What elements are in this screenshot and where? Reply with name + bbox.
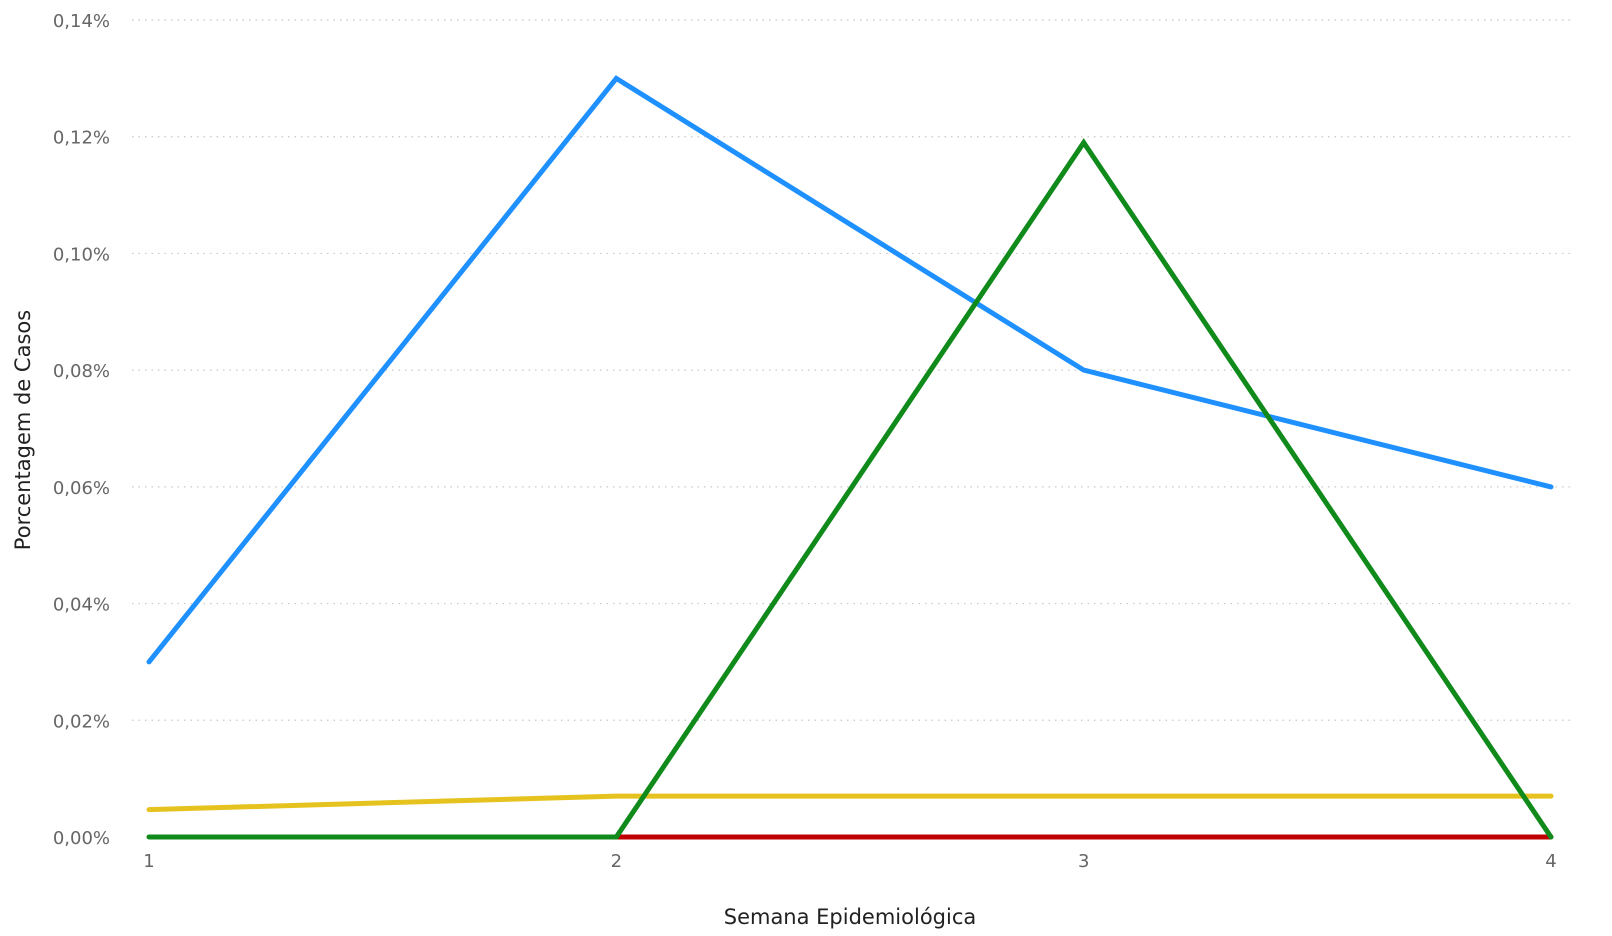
x-tick-label: 2 xyxy=(611,851,622,872)
y-tick-label: 0,08% xyxy=(53,361,110,382)
x-tick-label: 3 xyxy=(1078,851,1089,872)
y-tick-label: 0,06% xyxy=(53,478,110,499)
x-axis-title: Semana Epidemiológica xyxy=(724,905,977,929)
y-tick-label: 0,00% xyxy=(53,828,110,849)
y-tick-label: 0,04% xyxy=(53,595,110,616)
gridlines xyxy=(132,19,1570,721)
series-line-2 xyxy=(146,793,1554,813)
series-line-4 xyxy=(146,138,1554,840)
y-tick-label: 0,14% xyxy=(53,11,110,32)
y-tick-label: 0,10% xyxy=(53,244,110,265)
y-tick-label: 0,02% xyxy=(53,711,110,732)
x-tick-label: 1 xyxy=(143,851,154,872)
x-axis-tick-labels: 1 2 3 4 xyxy=(143,851,1556,872)
x-tick-label: 4 xyxy=(1545,851,1556,872)
series-lines xyxy=(146,75,1554,840)
y-axis-title: Porcentagem de Casos xyxy=(11,310,35,550)
y-axis-tick-labels: 0,00% 0,02% 0,04% 0,06% 0,08% 0,10% 0,12% 0,14% xyxy=(53,11,110,849)
series-line-3 xyxy=(146,75,1554,665)
y-tick-label: 0,12% xyxy=(53,128,110,149)
